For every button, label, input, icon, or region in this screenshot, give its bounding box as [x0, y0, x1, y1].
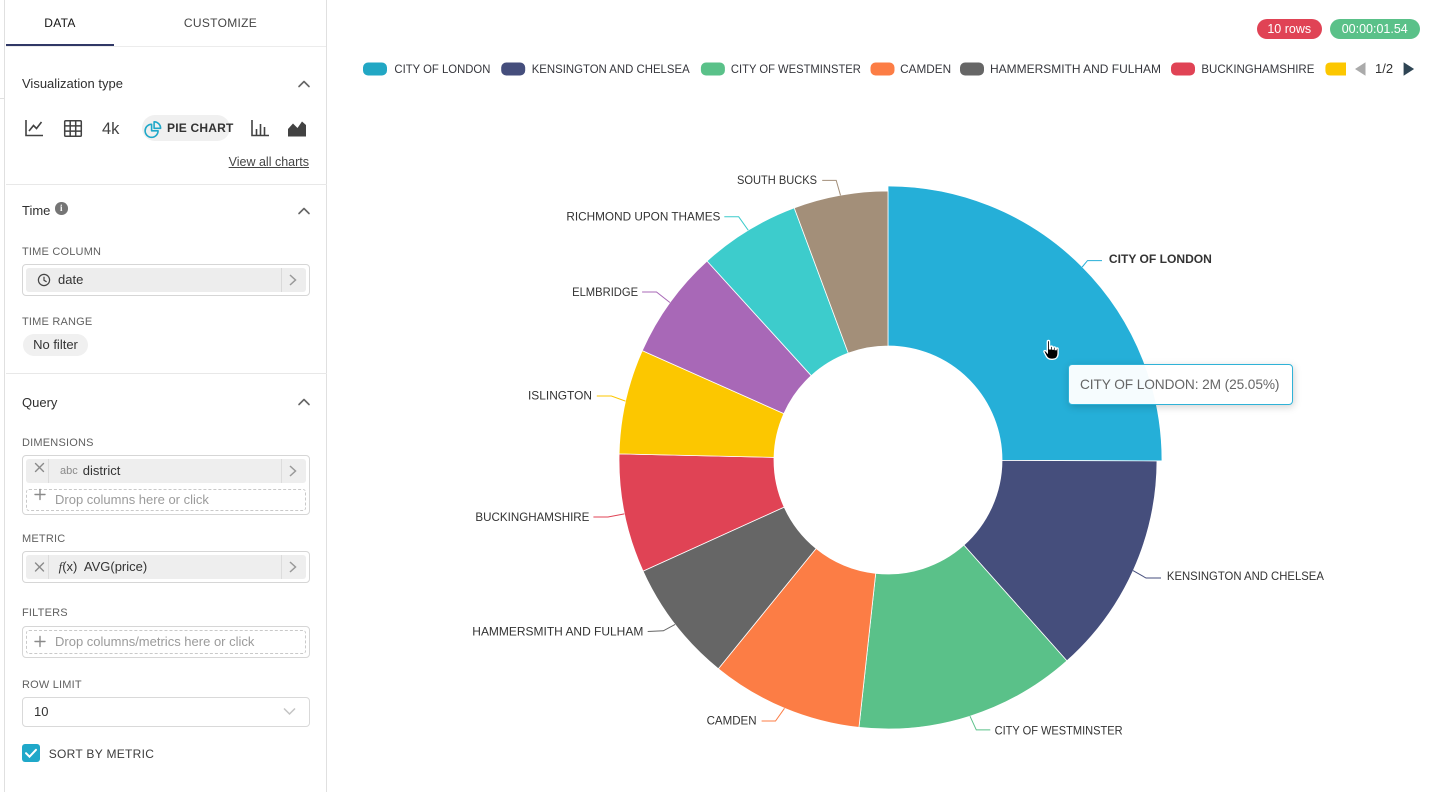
svg-text:CITY OF WESTMINSTER: CITY OF WESTMINSTER [731, 62, 861, 76]
svg-text:CAMDEN: CAMDEN [707, 714, 757, 728]
svg-text:CITY OF LONDON: CITY OF LONDON [394, 62, 490, 76]
svg-text:SOUTH BUCKS: SOUTH BUCKS [737, 173, 817, 187]
svg-text:CITY OF LONDON: CITY OF LONDON [1109, 252, 1212, 266]
svg-text:ELMBRIDGE: ELMBRIDGE [572, 285, 638, 299]
svg-text:CAMDEN: CAMDEN [900, 62, 951, 76]
svg-text:CITY OF WESTMINSTER: CITY OF WESTMINSTER [995, 723, 1123, 737]
svg-text:HAMMERSMITH AND FULHAM: HAMMERSMITH AND FULHAM [990, 62, 1161, 76]
svg-text:BUCKINGHAMSHIRE: BUCKINGHAMSHIRE [475, 510, 589, 524]
svg-text:RICHMOND UPON THAMES: RICHMOND UPON THAMES [566, 210, 720, 224]
svg-text:KENSINGTON AND CHELSEA: KENSINGTON AND CHELSEA [532, 62, 690, 76]
svg-text:1/2: 1/2 [1375, 61, 1393, 76]
svg-text:KENSINGTON AND CHELSEA: KENSINGTON AND CHELSEA [1167, 569, 1324, 583]
svg-text:HAMMERSMITH AND FULHAM: HAMMERSMITH AND FULHAM [472, 625, 643, 639]
svg-text:ISLINGTON: ISLINGTON [528, 389, 592, 403]
svg-text:BUCKINGHAMSHIRE: BUCKINGHAMSHIRE [1201, 62, 1314, 76]
svg-text:4k: 4k [102, 120, 120, 138]
